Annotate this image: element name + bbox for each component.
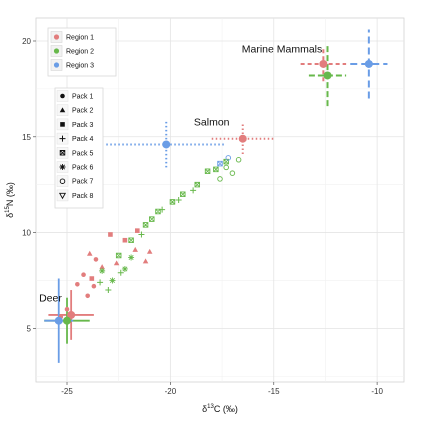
minor-grid (36, 18, 404, 382)
data-point (169, 199, 176, 205)
legend-pack-label: Pack 8 (72, 193, 94, 200)
y-tick-label: 5 (27, 324, 32, 333)
legend-pack-label: Pack 1 (72, 94, 94, 101)
data-point (225, 155, 232, 161)
data-point (229, 170, 236, 176)
legend-pack-swatch (60, 93, 65, 99)
legend-pack-key (56, 189, 69, 202)
y-tick-label: 10 (22, 229, 31, 238)
prey-mean-point (67, 310, 76, 319)
data-point (204, 168, 211, 175)
data-point (99, 267, 106, 274)
y-tick-label: 20 (22, 37, 31, 46)
legend-pack-label: Pack 4 (72, 136, 94, 143)
data-point (89, 276, 95, 281)
data-point (142, 222, 149, 228)
legend-region-swatch (53, 48, 60, 54)
x-tick-label: -15 (268, 387, 280, 396)
data-point (81, 272, 86, 278)
legend-pack-label: Pack 3 (72, 122, 94, 129)
y-axis-label: δ15N (‰) (5, 182, 15, 218)
data-point (235, 157, 242, 163)
data-point (108, 232, 113, 237)
legend-pack-label: Pack 6 (72, 165, 94, 172)
prey-mean-point (63, 316, 72, 325)
prey-mean-point (364, 59, 373, 68)
legend-pack: Pack 1 Pack 2 Pack 3 Pack 4 Pack 5 Pack 6 Pack… (54, 87, 104, 209)
data-point (175, 197, 182, 203)
x-tick-label: -20 (165, 387, 177, 396)
prey-label: Marine Mammals (242, 43, 323, 55)
data-point (128, 254, 135, 261)
legend-pack-label: Pack 2 (72, 108, 94, 115)
data-point (97, 279, 104, 286)
data-point (85, 293, 90, 299)
data-point (217, 160, 223, 167)
data-point (86, 250, 93, 256)
prey-mean-point (238, 134, 247, 143)
data-point (138, 231, 145, 238)
x-tick-label: -25 (61, 387, 73, 396)
data-points (58, 155, 242, 320)
data-point (122, 237, 128, 243)
y-ticks: 5 10 15 20 (22, 37, 36, 333)
legend-pack-swatch (60, 122, 65, 127)
data-point (113, 260, 120, 266)
data-point (75, 281, 80, 287)
data-point (194, 181, 201, 188)
legend-region-label: Region 2 (66, 49, 94, 56)
prey-means (54, 59, 373, 325)
data-point (99, 264, 105, 270)
data-point (155, 208, 161, 215)
data-point (93, 257, 99, 262)
legend-pack-key (56, 175, 69, 187)
legend-region-swatch (53, 62, 60, 68)
y-tick-label: 15 (22, 133, 31, 142)
legend-pack-swatch (59, 135, 66, 142)
data-point (115, 252, 122, 259)
data-point (223, 164, 229, 171)
legend-pack-swatch (59, 178, 66, 184)
legend-region-swatch (53, 34, 60, 40)
legend-pack-swatch (58, 192, 67, 200)
data-point (146, 248, 153, 254)
data-point (149, 216, 155, 222)
x-axis-label: δ13C (‰) (202, 404, 238, 414)
prey-mean-point (162, 140, 171, 149)
legend-pack-swatch (59, 107, 66, 113)
data-point (142, 258, 149, 264)
x-tick-label: -10 (371, 387, 383, 396)
data-point (190, 187, 197, 194)
x-ticks: -25 -20 -15 -10 (61, 382, 383, 396)
data-point (117, 269, 124, 276)
legend-pack-label: Pack 7 (72, 179, 94, 186)
legend-pack-label: Pack 5 (72, 150, 94, 157)
data-point (213, 166, 219, 173)
data-point (135, 228, 140, 233)
legend-pack-swatch (59, 150, 66, 156)
legend-region-label: Region 3 (66, 63, 94, 70)
data-point (109, 277, 116, 284)
prey-mean-point (54, 316, 63, 325)
data-point (105, 287, 112, 294)
data-point (128, 237, 134, 243)
data-point (91, 283, 97, 289)
data-point (64, 306, 70, 312)
data-point (217, 176, 223, 182)
prey-label: Salmon (194, 116, 230, 128)
data-point (132, 246, 138, 252)
data-point (121, 265, 128, 272)
prey-mean-point (323, 71, 332, 80)
prey-label: Deer (39, 293, 62, 305)
prey-mean-point (319, 59, 328, 68)
legend-region: Region 1 Region 2 Region 3 (47, 27, 117, 77)
data-point (180, 191, 186, 198)
prey-labels: Marine Mammals Salmon Deer (39, 43, 322, 304)
legend-pack-swatch (59, 164, 66, 170)
legend-region-label: Region 1 (66, 35, 94, 42)
